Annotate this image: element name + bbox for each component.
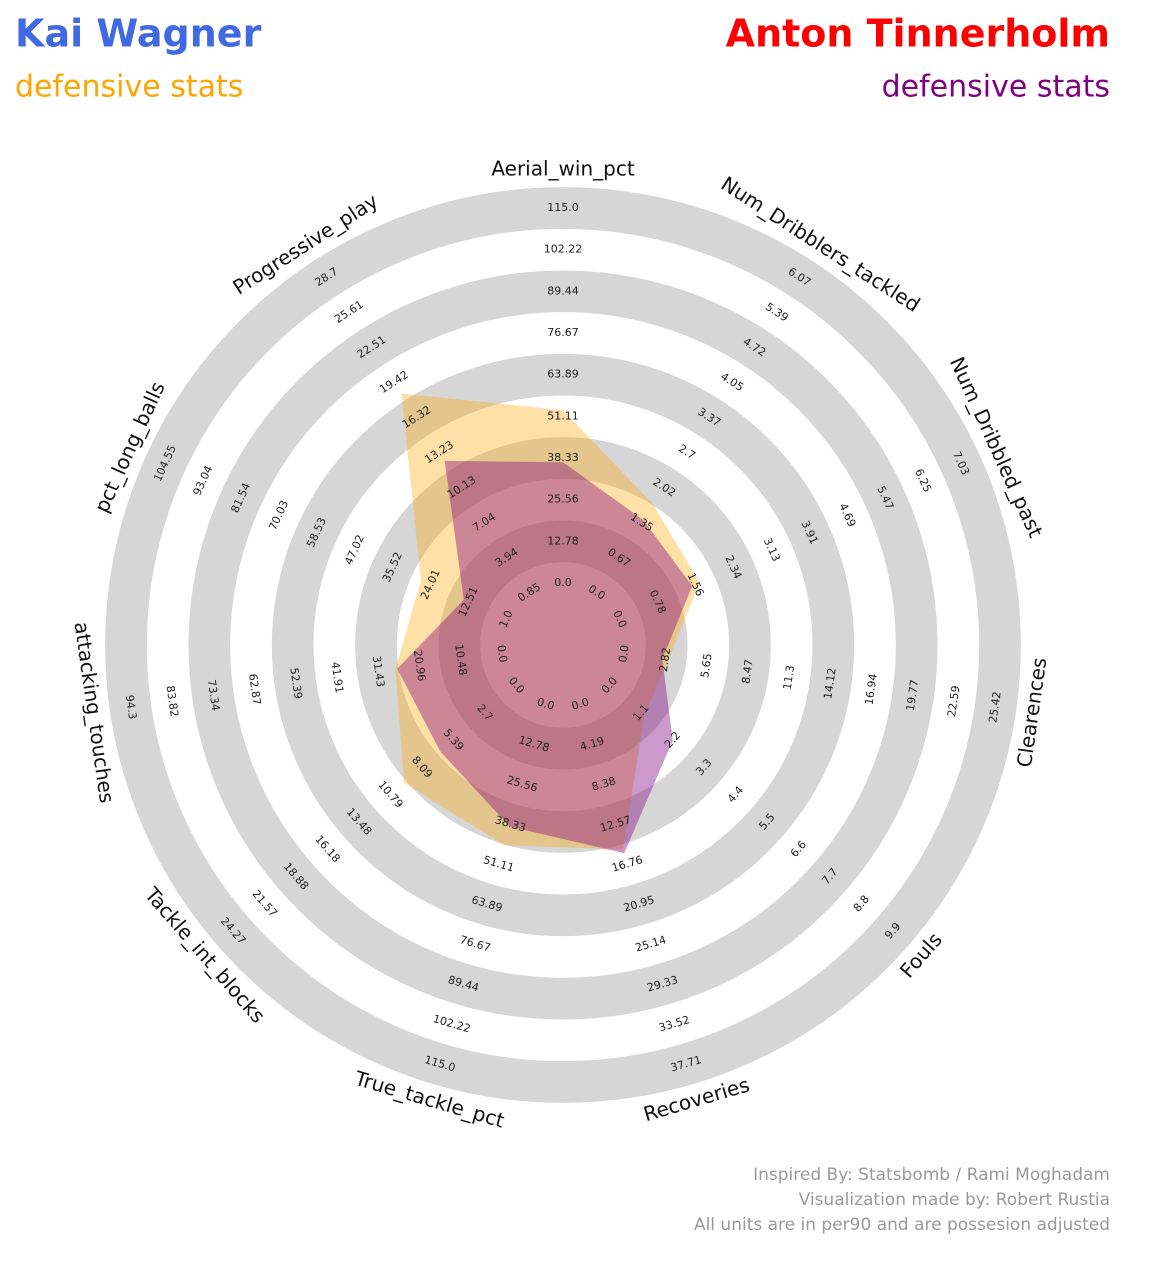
tick-label: 25.42	[986, 691, 1003, 724]
tick-label: 62.87	[246, 673, 263, 706]
tick-label: 0.0	[554, 576, 572, 589]
tick-label: 41.91	[328, 661, 345, 694]
tick-label: 2.7	[676, 442, 698, 462]
tick-label: 83.82	[164, 685, 181, 718]
footer-line: Visualization made by: Robert Rustia	[799, 1190, 1110, 1210]
tick-label: 4.69	[836, 501, 858, 529]
tick-label: 47.02	[342, 533, 367, 567]
tick-label: 70.03	[266, 498, 291, 532]
tick-label: 38.33	[547, 451, 579, 464]
tick-label: 19.77	[904, 679, 921, 712]
radar-area	[397, 460, 693, 854]
tick-label: 10.48	[452, 643, 469, 676]
ring-band	[355, 437, 771, 853]
player-1-name: Kai Wagner	[15, 12, 262, 56]
ring-band	[271, 353, 855, 937]
ring-band	[188, 270, 938, 1020]
tick-label: 16.18	[312, 833, 342, 865]
tick-label: 51.11	[547, 409, 579, 422]
footer-line: All units are in per90 and are possesion…	[694, 1215, 1110, 1235]
tick-label: 0.0	[535, 695, 555, 712]
tick-label: 11.3	[781, 664, 797, 690]
ring-bands	[105, 187, 1021, 1103]
tick-label: 5.39	[763, 300, 791, 324]
tick-label: 52.39	[287, 667, 304, 700]
tick-label: 25.14	[634, 933, 668, 954]
tick-label: 25.61	[332, 298, 366, 326]
tick-label: 51.11	[482, 853, 516, 874]
tick-label: 5.65	[698, 653, 714, 679]
tick-label: 93.04	[190, 464, 215, 498]
tick-label: 33.52	[657, 1013, 691, 1034]
tick-label: 76.67	[458, 933, 492, 954]
tick-label: 2.82	[657, 647, 673, 673]
ring-band	[438, 520, 688, 770]
tick-label: 89.44	[547, 284, 579, 297]
tick-label: 14.12	[821, 667, 838, 700]
axis-label: Aerial_win_pct	[491, 157, 635, 181]
tick-label: 0.0	[570, 695, 590, 712]
tick-label: 115.0	[547, 201, 579, 214]
tick-label: 20.96	[411, 649, 428, 682]
tick-label: 19.42	[377, 368, 411, 396]
tick-label: 0.0	[616, 644, 631, 663]
tick-label: 102.22	[431, 1012, 472, 1035]
player-1-subtitle: defensive stats	[15, 70, 243, 105]
player-2-name: Anton Tinnerholm	[726, 12, 1110, 56]
tick-label: 8.47	[739, 658, 755, 684]
tick-label: 25.56	[547, 493, 579, 506]
tick-label: 3.13	[761, 536, 783, 564]
tick-label: 4.4	[725, 784, 746, 806]
tick-label: 31.43	[370, 655, 387, 688]
tick-label: 4.05	[718, 370, 746, 394]
tick-label: 21.57	[249, 887, 279, 919]
tick-label: 10.79	[375, 778, 405, 810]
tick-label: 0.0	[494, 644, 509, 663]
ring-band	[105, 187, 1021, 1103]
radar-areas	[395, 393, 700, 854]
tick-label: 22.59	[945, 685, 962, 718]
tick-label: 63.89	[547, 368, 579, 381]
tick-label: 8.8	[851, 893, 872, 915]
player-2-subtitle: defensive stats	[882, 70, 1110, 105]
tick-label: 16.94	[863, 673, 880, 706]
tick-label: 6.6	[788, 838, 809, 860]
tick-label: 102.22	[544, 243, 583, 256]
tick-label: 76.67	[547, 326, 579, 339]
tick-label: 94.3	[123, 694, 139, 720]
footer-line: Inspired By: Statsbomb / Rami Moghadam	[753, 1165, 1110, 1185]
tick-label: 73.34	[205, 679, 222, 712]
tick-label: 16.76	[610, 853, 644, 874]
radar-area	[395, 393, 700, 850]
tick-label: 12.78	[547, 534, 579, 547]
tick-label: 6.25	[912, 467, 934, 495]
